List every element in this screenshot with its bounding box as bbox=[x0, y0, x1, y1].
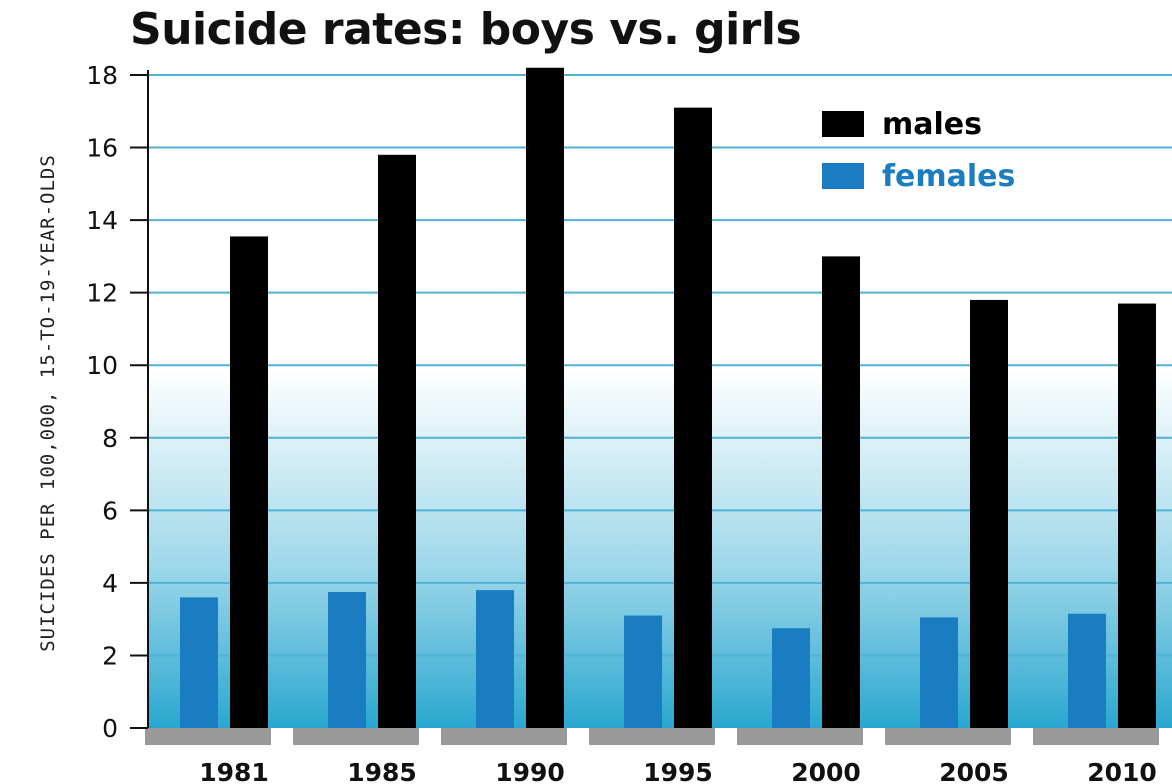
x-ticks: 1981 1985 1990 1995 2000 2005 2010 bbox=[199, 758, 1157, 784]
legend: males females bbox=[822, 107, 1015, 194]
y-tick-label: 16 bbox=[86, 134, 118, 163]
bar-females-2000 bbox=[772, 628, 810, 728]
axis-band-segment bbox=[375, 728, 419, 745]
axis-band-segment bbox=[589, 728, 696, 745]
bar-females-2005 bbox=[920, 617, 958, 728]
y-ticks: 0 2 4 6 8 10 12 14 16 18 bbox=[86, 61, 148, 743]
chart-title: Suicide rates: boys vs. girls bbox=[130, 4, 802, 55]
x-tick-label: 2010 bbox=[1087, 758, 1157, 784]
x-tick-label: 2000 bbox=[791, 758, 861, 784]
legend-swatch-females bbox=[822, 163, 864, 189]
y-tick-label: 10 bbox=[86, 351, 118, 380]
bar-males-1995 bbox=[674, 107, 712, 728]
y-tick-label: 8 bbox=[102, 424, 118, 453]
x-tick-label: 1981 bbox=[199, 758, 269, 784]
axis-band-segment bbox=[293, 728, 400, 745]
bar-females-1990 bbox=[476, 590, 514, 728]
bar-females-1995 bbox=[624, 615, 662, 728]
legend-label-females: females bbox=[882, 159, 1015, 194]
x-tick-label: 1995 bbox=[643, 758, 713, 784]
axis-band-segment bbox=[523, 728, 567, 745]
y-tick-label: 0 bbox=[102, 714, 118, 743]
x-tick-label: 1990 bbox=[495, 758, 565, 784]
y-tick-label: 4 bbox=[102, 569, 118, 598]
bars bbox=[180, 67, 1156, 729]
x-tick-label: 1985 bbox=[347, 758, 417, 784]
bar-males-2005 bbox=[970, 299, 1008, 728]
axis-band-segment bbox=[885, 728, 992, 745]
y-tick-label: 6 bbox=[102, 496, 118, 525]
axis-band-segment bbox=[1033, 728, 1140, 745]
axis-band-segment bbox=[148, 728, 173, 745]
axis-band-segment bbox=[967, 728, 1011, 745]
bar-males-2000 bbox=[822, 256, 860, 728]
y-tick-label: 12 bbox=[86, 279, 118, 308]
bar-males-1985 bbox=[378, 154, 416, 729]
legend-label-males: males bbox=[882, 107, 982, 142]
x-axis-band bbox=[145, 728, 1159, 745]
axis-band-segment bbox=[441, 728, 548, 745]
axis-band-segment bbox=[737, 728, 844, 745]
axis-band-segment bbox=[227, 728, 271, 745]
bar-females-1985 bbox=[328, 591, 366, 728]
axis-band-segment bbox=[819, 728, 863, 745]
y-tick-label: 18 bbox=[86, 61, 118, 90]
legend-swatch-males bbox=[822, 111, 864, 137]
y-tick-label: 14 bbox=[86, 206, 118, 235]
bar-females-1981 bbox=[180, 597, 218, 728]
bar-males-1990 bbox=[526, 67, 564, 728]
bar-males-1981 bbox=[230, 236, 268, 729]
axis-band-segment bbox=[1115, 728, 1159, 745]
bar-females-2010 bbox=[1068, 613, 1106, 728]
y-axis-label: SUICIDES PER 100,000, 15-TO-19-YEAR-OLDS bbox=[37, 154, 59, 652]
y-tick-label: 2 bbox=[102, 641, 118, 670]
x-tick-label: 2005 bbox=[939, 758, 1009, 784]
axis-band-segment bbox=[671, 728, 715, 745]
bar-males-2010 bbox=[1118, 303, 1156, 728]
